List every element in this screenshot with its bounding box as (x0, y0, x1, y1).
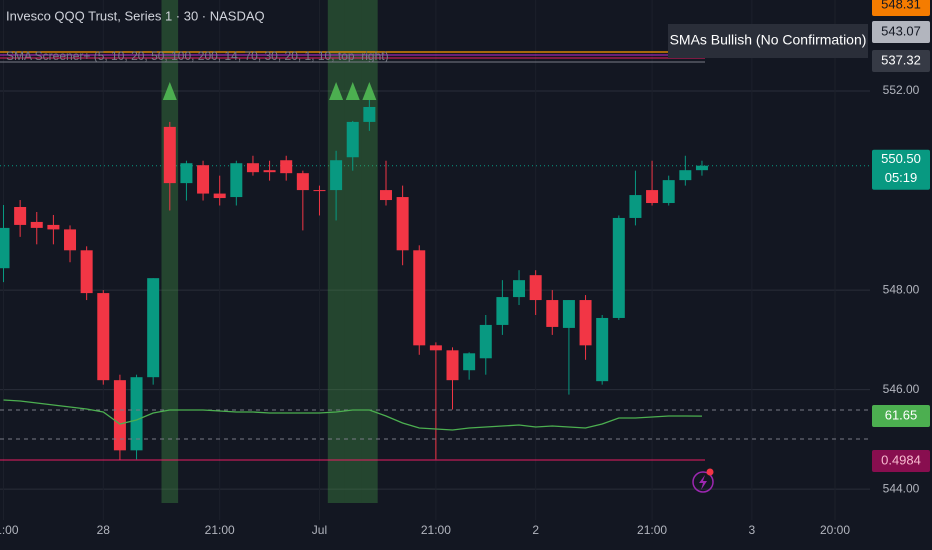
sma-badge: 543.07 (881, 23, 921, 38)
candle-body (97, 293, 110, 381)
alert-icon (692, 468, 714, 493)
candle-body (596, 317, 609, 382)
alert-circle (692, 471, 714, 493)
candle-body (662, 180, 675, 204)
y-tick-label: 546.00 (883, 382, 920, 396)
sma-badge-bg (872, 50, 930, 72)
x-tick-label: 3 (749, 523, 756, 537)
x-tick-label: 21:00 (0, 523, 19, 537)
candle-body (646, 190, 659, 204)
indicator-title: SMA Screener+ (5, 10, 20, 50, 100, 200, … (6, 49, 389, 63)
candle-body (180, 163, 193, 184)
candle-body (363, 106, 376, 122)
grid (0, 90, 870, 490)
last-price-label: 550.50 (881, 151, 921, 166)
rsi-badge: 61.65 (885, 407, 918, 422)
signal-marker (345, 82, 360, 100)
rsi-line (3, 399, 703, 431)
candle-body (496, 297, 509, 325)
candle-body (246, 163, 259, 173)
candle-body (546, 300, 559, 327)
candle-body (579, 300, 592, 346)
candle-body (346, 121, 359, 158)
candle-body (479, 324, 492, 359)
countdown: 05:19 (885, 170, 918, 185)
signal-zone (327, 0, 345, 503)
chart-title: Invesco QQQ Trust, Series 1 · 30 · NASDA… (6, 8, 265, 23)
last-price-bg (872, 149, 930, 190)
candle-body (429, 345, 442, 351)
candle-body (280, 160, 293, 174)
candle-body (163, 126, 176, 184)
candle-body (197, 165, 210, 194)
indicator-pane (0, 399, 870, 461)
x-tick-label: 21:00 (637, 523, 667, 537)
candle-body (513, 280, 526, 298)
candle-body (14, 207, 27, 225)
signal-zones (161, 0, 378, 503)
candle-body (30, 221, 43, 228)
x-tick-label: 21:00 (205, 523, 235, 537)
status-box (668, 24, 868, 58)
candle-body (263, 170, 276, 173)
candle-body (446, 350, 459, 381)
secondary-badge-bg (872, 450, 930, 472)
candle-body (80, 250, 93, 294)
x-tick-label: 20:00 (820, 523, 850, 537)
candle-body (296, 173, 309, 191)
signal-zone (161, 0, 179, 503)
x-tick-label: Jul (312, 523, 327, 537)
candle-body (0, 227, 10, 269)
rsi-badge-bg (872, 405, 930, 428)
candle-body (113, 380, 126, 451)
x-tick-label: 21:00 (421, 523, 451, 537)
candle-body (679, 170, 692, 181)
y-tick-label: 552.00 (883, 83, 920, 97)
candle-body (213, 193, 226, 199)
x-tick-label: 28 (97, 523, 111, 537)
candle-body (130, 377, 143, 451)
sma-badge-bg (872, 0, 930, 16)
candle-body (612, 217, 625, 318)
signal-marker (162, 82, 177, 100)
candle-body (695, 165, 708, 171)
candle-body (379, 190, 392, 201)
price-axis: 552.00 548.00 546.00 544.00 548.31 543.07 537.… (872, 0, 930, 495)
x-tick-label: 2 (532, 523, 539, 537)
time-axis: 21:00 28 21:00 Jul 21:00 2 21:00 3 20:00 (0, 523, 850, 537)
sma-badge-bg (872, 21, 930, 43)
candle-body (147, 278, 160, 378)
signal-zone (361, 0, 378, 503)
candle-body (463, 353, 476, 371)
signal-zone (344, 0, 362, 503)
candle-body (562, 300, 575, 328)
candles (0, 100, 708, 461)
candle-body (230, 163, 243, 198)
alert-dot (706, 468, 714, 476)
y-tick-label: 544.00 (883, 481, 920, 495)
candle-body (64, 229, 77, 251)
status-label: SMAs Bullish (No Confirmation) (670, 32, 867, 48)
candle-body (529, 275, 542, 301)
alert-bolt (699, 475, 707, 490)
signal-marker (362, 82, 377, 100)
signal-marker (329, 82, 344, 100)
candle-body (629, 195, 642, 218)
candle-body (330, 160, 343, 191)
sma-badge: 548.31 (881, 0, 921, 11)
candle-body (396, 197, 409, 251)
sma-lines (0, 51, 705, 63)
y-tick-label: 548.00 (883, 282, 920, 296)
candle-body (313, 190, 326, 192)
candle-body (413, 250, 426, 346)
secondary-badge: 0.4984 (881, 452, 921, 467)
candle-body (47, 224, 60, 230)
sma-badge: 537.32 (881, 52, 921, 67)
